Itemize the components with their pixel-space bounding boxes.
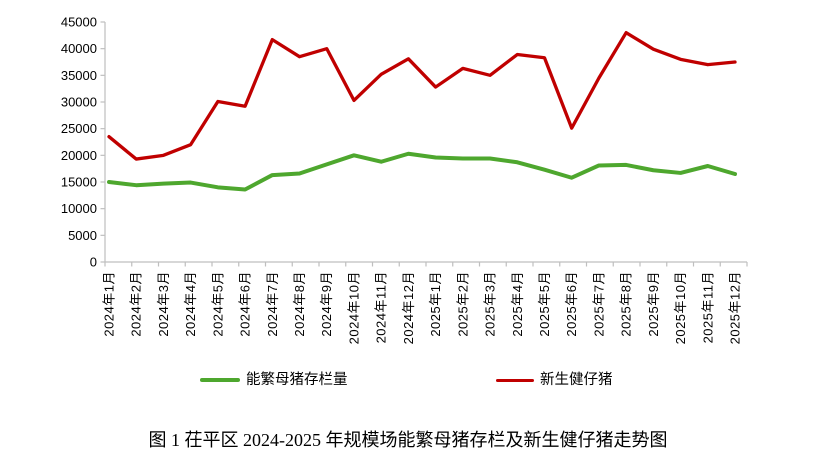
x-category-label: 2025年8月 xyxy=(619,271,634,337)
legend-line-green-icon xyxy=(200,378,240,382)
x-category-label: 2024年7月 xyxy=(265,271,280,337)
y-tick-label: 0 xyxy=(90,255,97,270)
x-category-label: 2024年11月 xyxy=(374,271,389,343)
series-line-0 xyxy=(107,151,737,192)
x-category-label: 2025年9月 xyxy=(646,271,661,337)
x-category-label: 2024年6月 xyxy=(238,271,253,337)
x-category-label: 2025年10月 xyxy=(673,271,688,344)
x-category-label: 2025年3月 xyxy=(483,271,498,337)
x-category-label: 2025年11月 xyxy=(700,271,715,343)
x-category-label: 2024年5月 xyxy=(210,271,225,337)
series-line-1 xyxy=(107,31,737,161)
x-category-label: 2024年2月 xyxy=(129,271,144,337)
legend-label-sow-inventory: 能繁母猪存栏量 xyxy=(246,372,348,388)
x-category-label: 2024年12月 xyxy=(401,271,416,344)
x-category-label: 2025年4月 xyxy=(510,271,525,337)
x-category-label: 2025年7月 xyxy=(591,271,606,337)
y-tick-label: 5000 xyxy=(68,228,97,243)
y-tick-label: 35000 xyxy=(61,68,97,83)
trend-line-chart: 45000 40000 35000 30000 25000 20000 15000 10000… xyxy=(61,15,748,344)
x-category-label: 2024年9月 xyxy=(319,271,334,337)
y-tick-label: 10000 xyxy=(61,201,97,216)
x-category-label: 2024年1月 xyxy=(102,271,117,337)
y-tick-label: 25000 xyxy=(61,121,97,136)
chart-legend: 能繁母猪存栏量 新生健仔猪 xyxy=(0,371,816,391)
y-tick-label: 30000 xyxy=(61,95,97,110)
x-category-label: 2024年4月 xyxy=(183,271,198,337)
x-category-label: 2025年1月 xyxy=(428,271,443,337)
x-category-label: 2024年3月 xyxy=(156,271,171,337)
legend-item-newborn-piglets: 新生健仔猪 xyxy=(496,371,613,389)
legend-label-newborn-piglets: 新生健仔猪 xyxy=(540,372,613,388)
legend-line-red-icon xyxy=(496,378,534,382)
y-tick-label: 20000 xyxy=(61,148,97,163)
x-category-label: 2025年12月 xyxy=(728,271,743,344)
figure-caption: 图 1 茌平区 2024-2025 年规模场能繁母猪存栏及新生健仔猪走势图 xyxy=(148,430,668,450)
legend-item-sow-inventory: 能繁母猪存栏量 xyxy=(200,371,348,389)
x-category-label: 2025年6月 xyxy=(564,271,579,337)
x-category-label: 2025年2月 xyxy=(455,271,470,337)
y-tick-label: 15000 xyxy=(61,175,97,190)
x-category-label: 2024年10月 xyxy=(346,271,361,344)
y-tick-label: 40000 xyxy=(61,41,97,56)
y-tick-label: 45000 xyxy=(61,15,97,30)
x-category-label: 2025年5月 xyxy=(537,271,552,337)
x-category-label: 2024年8月 xyxy=(292,271,307,337)
